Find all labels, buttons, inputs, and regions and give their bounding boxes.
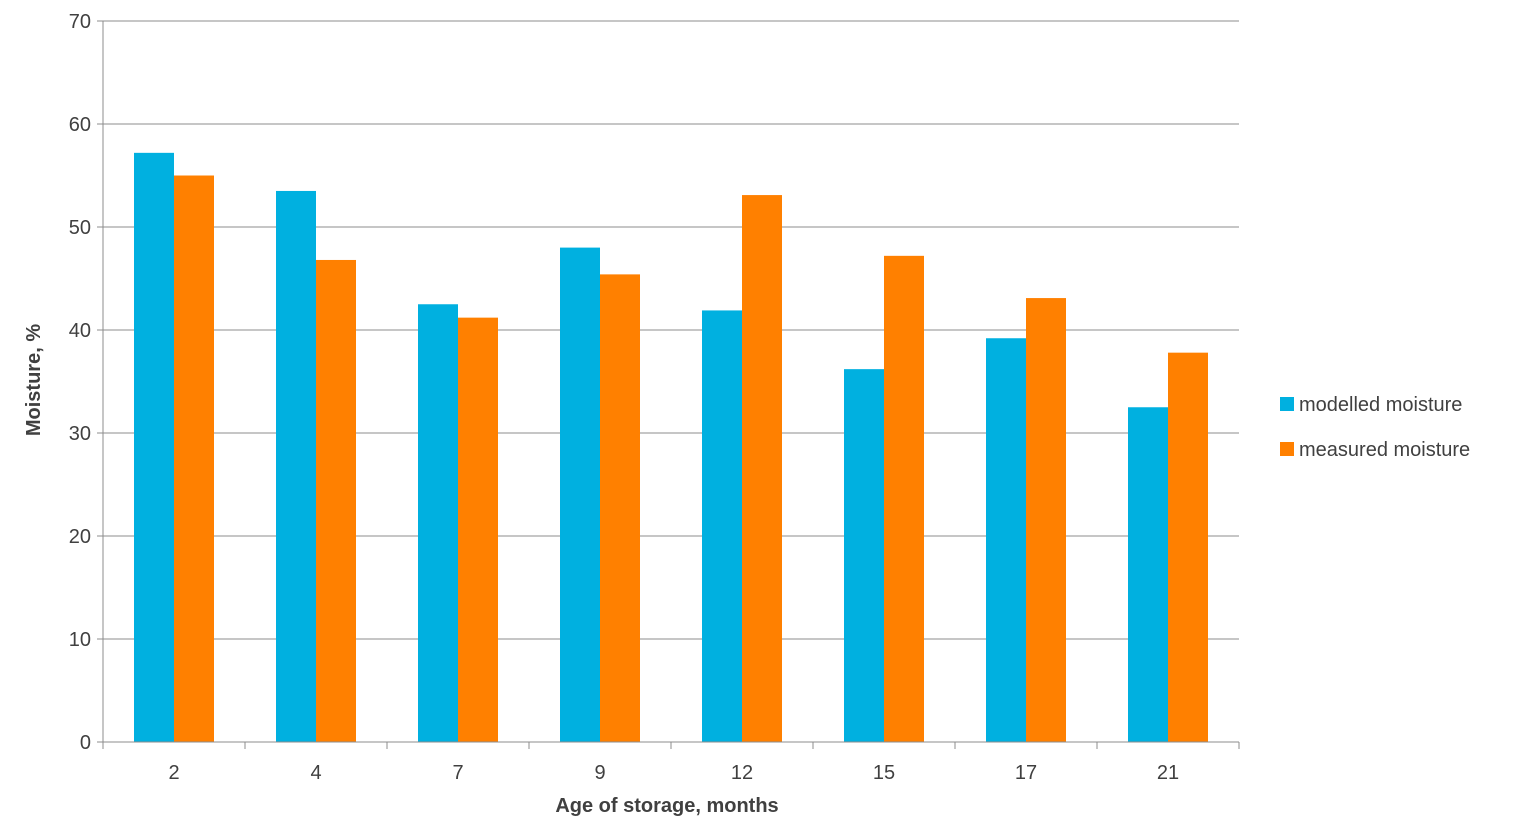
y-axis-title: Moisture, %	[23, 324, 45, 436]
bar-modelled-moisture-2	[134, 152, 174, 743]
legend-label: modelled moisture	[1299, 394, 1462, 416]
bar-modelled-moisture-12	[702, 310, 742, 742]
bar-measured-moisture-12	[742, 195, 782, 742]
x-tick-label: 7	[452, 762, 463, 784]
x-tick-label: 21	[1157, 762, 1179, 784]
bar-modelled-moisture-4	[276, 190, 316, 742]
y-tick-label: 0	[80, 732, 91, 754]
y-tick-label: 50	[69, 217, 91, 239]
y-tick-labels: 0 10 20 30 40 50 60 70	[69, 11, 103, 754]
bar-modelled-moisture-7	[418, 304, 458, 742]
y-tick-label: 40	[69, 320, 91, 342]
bar-measured-moisture-2	[174, 175, 214, 742]
bar-measured-moisture-9	[600, 274, 640, 742]
bar-measured-moisture-15	[884, 255, 924, 742]
y-tick-label: 60	[69, 114, 91, 136]
bar-modelled-moisture-21	[1128, 407, 1168, 742]
legend-swatch	[1280, 397, 1294, 411]
y-tick-label: 20	[69, 526, 91, 548]
x-tick-label: 17	[1015, 762, 1037, 784]
x-tick-label: 15	[873, 762, 895, 784]
bar-modelled-moisture-15	[844, 369, 884, 742]
gridlines	[103, 20, 1239, 640]
legend-label: measured moisture	[1299, 439, 1470, 461]
x-tick-label: 4	[310, 762, 321, 784]
bar-measured-moisture-17	[1026, 298, 1066, 742]
bar-modelled-moisture-17	[986, 338, 1026, 742]
x-tick-label: 9	[594, 762, 605, 784]
x-axis-title: Age of storage, months	[555, 795, 778, 817]
y-tick-label: 70	[69, 11, 91, 33]
bar-measured-moisture-7	[458, 317, 498, 742]
axes	[102, 21, 1240, 749]
x-tick-label: 12	[731, 762, 753, 784]
x-tick-labels: 2 4 7 9 12 15 17 21	[168, 762, 1179, 784]
legend-swatch	[1280, 442, 1294, 456]
bar-measured-moisture-4	[316, 259, 356, 742]
bars	[134, 152, 1208, 743]
bar-modelled-moisture-9	[560, 247, 600, 742]
y-tick-label: 30	[69, 423, 91, 445]
legend: modelled moisture measured moisture	[1280, 394, 1470, 461]
y-tick-label: 10	[69, 629, 91, 651]
x-tick-label: 2	[168, 762, 179, 784]
bar-measured-moisture-21	[1168, 352, 1208, 742]
